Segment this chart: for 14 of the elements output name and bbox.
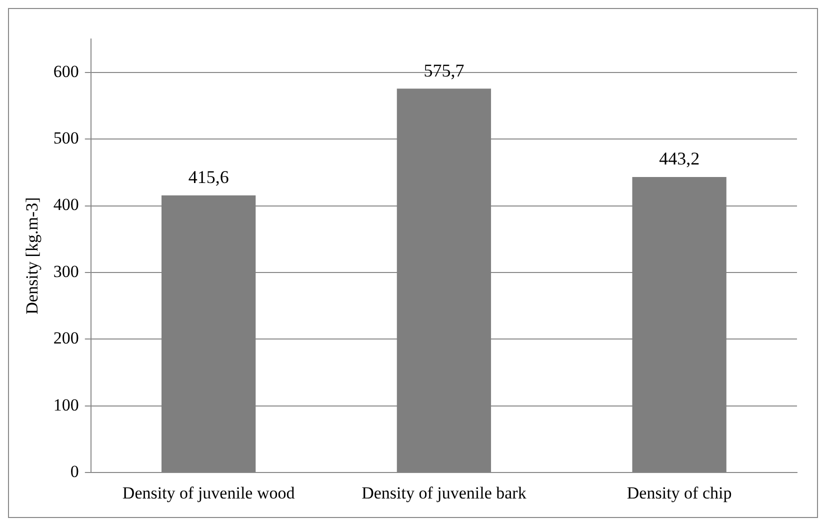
- x-tick-label: Density of chip: [626, 483, 732, 502]
- y-tick-label: 400: [53, 195, 79, 214]
- y-tick-label: 600: [53, 62, 79, 81]
- data-label: 415,6: [188, 167, 229, 188]
- y-axis-title: Density [kg.m-3]: [22, 197, 42, 314]
- y-tick-label: 200: [53, 328, 79, 348]
- x-tick-label: Density of juvenile wood: [122, 483, 296, 502]
- y-tick-label: 300: [53, 262, 79, 281]
- data-label: 443,2: [659, 148, 700, 169]
- y-tick-label: 500: [53, 128, 79, 148]
- y-tick-label: 0: [70, 462, 79, 482]
- x-tick-label: Density of juvenile bark: [362, 483, 527, 502]
- data-label: 575,7: [424, 60, 464, 80]
- y-tick-label: 100: [53, 395, 79, 414]
